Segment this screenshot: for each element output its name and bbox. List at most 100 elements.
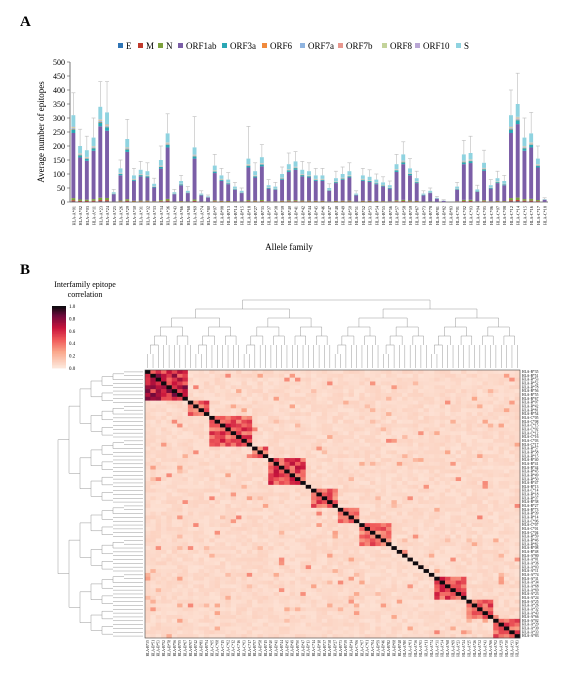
heatmap-cell (353, 488, 360, 493)
heatmap-cell (187, 396, 194, 401)
heatmap-cell (412, 484, 419, 489)
heatmap-cell (268, 450, 274, 455)
heatmap-cell (166, 553, 173, 558)
heatmap-cell (332, 431, 339, 436)
heatmap-cell (418, 454, 424, 459)
heatmap-cell (466, 530, 473, 535)
heatmap-cell (407, 461, 414, 467)
heatmap-cell (225, 419, 232, 424)
heatmap-cell (278, 526, 285, 532)
heatmap-cell (257, 465, 264, 470)
bar-segment-orf1ab (172, 194, 177, 202)
heatmap-cell (386, 488, 392, 493)
heatmap-cell (477, 492, 483, 497)
heatmap-cell (380, 473, 387, 478)
heatmap-cell (364, 576, 371, 581)
heatmap-cell (471, 389, 478, 394)
heatmap-cell (225, 507, 232, 512)
heatmap-cell (477, 370, 483, 375)
heatmap-cell (193, 431, 199, 436)
bar-segment-n (482, 200, 486, 202)
heatmap-cell (150, 442, 157, 447)
heatmap-cell (428, 404, 435, 409)
heatmap-cell (268, 500, 274, 505)
heatmap-cell (359, 435, 365, 440)
heatmap-cell (257, 546, 264, 551)
heatmap-cell (209, 435, 215, 440)
heatmap-cell (359, 392, 365, 398)
heatmap-cell (359, 458, 365, 463)
x-tick-label: HLA-B*39 (280, 206, 285, 225)
heatmap-cell (509, 504, 515, 509)
heatmap-cell (412, 469, 419, 474)
heatmap-cell (471, 419, 478, 424)
heatmap-cell (391, 412, 398, 417)
heatmap-cell (370, 385, 376, 390)
heatmap-cell (423, 557, 430, 562)
heatmap-cell (241, 576, 248, 581)
heatmap-cell (284, 569, 290, 574)
heatmap-cell (498, 542, 505, 547)
heatmap-cell (268, 569, 274, 574)
heatmap-cell (305, 488, 312, 493)
heatmap-cell (466, 507, 473, 512)
heatmap-cell (209, 500, 215, 505)
heatmap-cell (284, 389, 290, 394)
heatmap-cell (482, 534, 489, 539)
heatmap-cell (493, 461, 499, 467)
heatmap-cell (445, 473, 451, 478)
heatmap-cell (203, 557, 210, 562)
heatmap-cell (241, 530, 248, 535)
bar-segment-orf3a (495, 182, 500, 184)
heatmap-cell (316, 473, 323, 478)
heatmap-cell (353, 446, 360, 451)
heatmap-cell (353, 373, 360, 378)
heatmap-cell (407, 412, 414, 417)
heatmap-cell (455, 404, 462, 409)
heatmap-cell (498, 396, 505, 401)
heatmap-cell (364, 511, 371, 516)
heatmap-cell (407, 385, 414, 390)
heatmap-cell (214, 546, 221, 551)
heatmap-cell (471, 492, 478, 497)
heatmap-cell (305, 538, 312, 543)
heatmap-cell (423, 546, 430, 551)
heatmap-cell (402, 377, 408, 382)
heatmap-cell (230, 431, 237, 436)
heatmap-cell (455, 435, 462, 440)
heatmap-cell (445, 431, 451, 436)
heatmap-cell (273, 511, 280, 516)
heatmap-cell (445, 465, 451, 470)
heatmap-cell (455, 553, 462, 558)
heatmap-cell (327, 481, 333, 486)
heatmap-cell (300, 576, 307, 581)
heatmap-cell (396, 549, 403, 555)
heatmap-cell (396, 396, 403, 401)
heatmap-cell (477, 511, 483, 516)
heatmap-cell (450, 507, 457, 512)
heatmap-cell (466, 534, 473, 539)
heatmap-cell (278, 507, 285, 512)
heatmap-cell (321, 496, 328, 501)
heatmap-cell (423, 481, 430, 486)
heatmap-cell (380, 496, 387, 501)
heatmap-cell (225, 511, 232, 516)
heatmap-cell (145, 412, 151, 417)
x-tick-label: HLA-C*12 (509, 206, 514, 225)
heatmap-cell (471, 561, 478, 566)
heatmap-cell (514, 454, 521, 459)
heatmap-cell (418, 496, 424, 501)
heatmap-cell (311, 431, 317, 436)
heatmap-cell (284, 404, 290, 409)
heatmap-cell (236, 389, 242, 394)
bar-segment-orf1ab (192, 158, 197, 200)
heatmap-cell (236, 507, 242, 512)
heatmap-cell (289, 458, 296, 463)
heatmap-cell (391, 392, 398, 398)
heatmap-cell (407, 561, 414, 566)
heatmap-cell (380, 450, 387, 455)
heatmap-cell (455, 454, 462, 459)
heatmap-cell (300, 427, 307, 432)
heatmap-cell (177, 389, 183, 394)
heatmap-cell (493, 381, 499, 386)
